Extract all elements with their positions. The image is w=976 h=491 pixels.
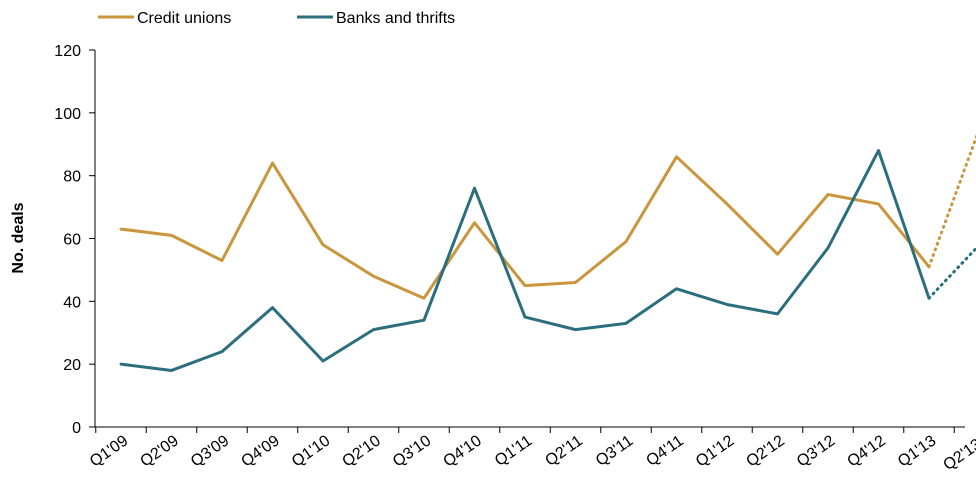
banks-and-thrifts-legend-label: Banks and thrifts [336,10,455,27]
x-tick-label: Q2'13* [940,432,976,474]
x-tick-label: Q4'12 [844,432,888,470]
x-tick-label: Q3'12 [794,432,838,470]
y-axis-title: No. deals [10,202,27,273]
x-tick-label: Q2'10 [339,432,383,470]
banks-and-thrifts-projected-line [927,246,976,300]
x-tick-label: Q1'12 [693,432,737,470]
y-tick-label: 100 [54,106,81,123]
x-tick-label: Q3'11 [593,432,636,470]
y-tick-label: 120 [54,43,81,60]
chart-legend: Credit unions Banks and thrifts [98,10,455,27]
credit-unions-legend-label: Credit unions [137,10,231,27]
y-tick-label: 80 [63,169,81,186]
x-tick-label: Q1'09 [87,432,131,470]
y-tick-label: 40 [63,294,81,311]
chart-series [119,133,976,372]
x-tick-label: Q1'10 [289,432,333,470]
banks-and-thrifts-line [119,149,931,372]
chart-axes: 0 20 40 60 80 100 120 Q1'09 Q2'09 Q3'09 Q4'09 Q1'10… [54,43,976,474]
x-tick-label: Q4'09 [238,432,282,470]
x-tick-label: Q3'09 [188,432,232,470]
x-tick-label: Q3'10 [390,432,434,470]
y-tick-label: 20 [63,357,81,374]
x-tick-label: Q4'10 [440,432,484,470]
x-tick-label: Q2'11 [542,432,585,470]
credit-unions-line [119,155,931,300]
x-tick-label: Q2'09 [137,432,181,470]
credit-unions-projected-line [927,133,976,269]
y-tick-label: 60 [63,232,81,249]
x-tick-label: Q1'11 [492,432,535,470]
x-tick-label: Q2'12 [743,432,787,470]
y-tick-label: 0 [72,420,81,437]
x-tick-label: Q1'13 [895,432,939,470]
x-tick-label: Q4'11 [643,432,686,470]
